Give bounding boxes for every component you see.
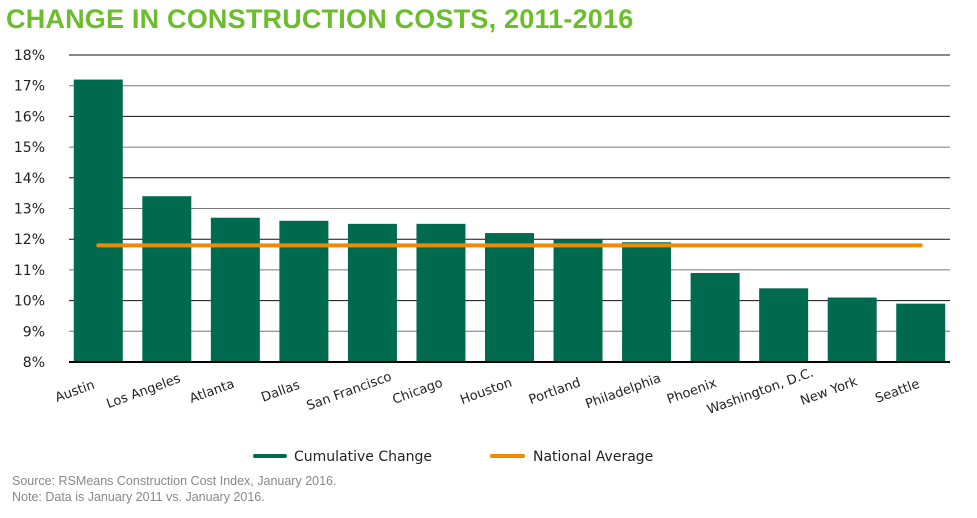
y-tick-label: 14% [14,171,45,187]
x-tick-label: Los Angeles [105,371,183,412]
bar-seattle [896,303,946,362]
y-tick-label: 15% [14,140,45,156]
bar-dallas [279,220,329,362]
source-note: Source: RSMeans Construction Cost Index,… [12,474,337,488]
legend-label-cumulative: Cumulative Change [294,449,432,465]
bar-los-angeles [142,196,192,362]
x-tick-label: Philadelphia [584,371,664,412]
legend-label-national-average: National Average [533,449,653,465]
bar-portland [553,239,603,362]
bar-philadelphia [622,242,672,362]
bar-atlanta [210,217,260,362]
x-tick-label: Atlanta [188,377,237,407]
x-tick-label: Houston [458,375,514,408]
x-tick-label: Chicago [391,376,445,408]
y-tick-label: 10% [14,294,45,310]
y-tick-label: 17% [14,79,45,95]
x-tick-label: San Francisco [305,369,394,414]
data-note: Note: Data is January 2011 vs. January 2… [12,490,265,504]
chart-title: CHANGE IN CONSTRUCTION COSTS, 2011-2016 [6,4,634,34]
y-tick-label: 11% [14,263,45,279]
x-tick-label: Dallas [259,378,302,406]
bar-houston [485,233,534,362]
y-tick-label: 8% [23,355,45,371]
bar-phoenix [690,272,740,362]
y-tick-label: 18% [14,48,45,64]
x-tick-label: Austin [53,378,97,406]
bar-washington-d-c- [759,288,809,362]
y-tick-label: 12% [14,232,45,248]
x-tick-label: Portland [527,375,583,408]
x-tick-label: Washington, D.C. [705,366,815,418]
y-tick-label: 13% [14,202,45,218]
y-tick-label: 16% [14,109,45,125]
bar-new-york [827,297,877,362]
bar-austin [73,79,123,362]
x-tick-label: Seattle [873,377,921,407]
y-tick-label: 9% [23,324,45,340]
